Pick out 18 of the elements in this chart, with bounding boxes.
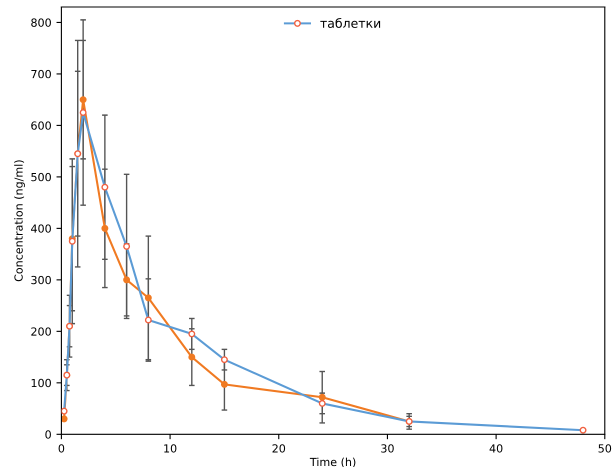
y-tick-label: 0 [45, 430, 51, 439]
y-tick-label: 800 [31, 18, 51, 27]
y-tick-label: 500 [31, 172, 51, 182]
x-axis-title: Time (h) [310, 458, 356, 467]
y-tick-label: 300 [31, 276, 51, 284]
x-tick-label: 50 [598, 444, 612, 453]
legend-label: таблетки [320, 18, 380, 28]
x-tick-label: 20 [272, 444, 286, 453]
y-axis-title: Concentration (ng/ml) [14, 160, 25, 282]
x-tick-label: 10 [164, 444, 176, 453]
x-tick-label: 40 [490, 444, 502, 453]
y-tick-label: 200 [31, 327, 51, 336]
x-tick-label: 30 [381, 444, 394, 453]
y-tick-label: 400 [31, 224, 51, 233]
y-tick-label: 100 [32, 378, 51, 388]
x-tick-label: 0 [58, 444, 64, 453]
y-tick-label: 600 [31, 121, 51, 130]
y-tick-label: 700 [31, 70, 51, 78]
